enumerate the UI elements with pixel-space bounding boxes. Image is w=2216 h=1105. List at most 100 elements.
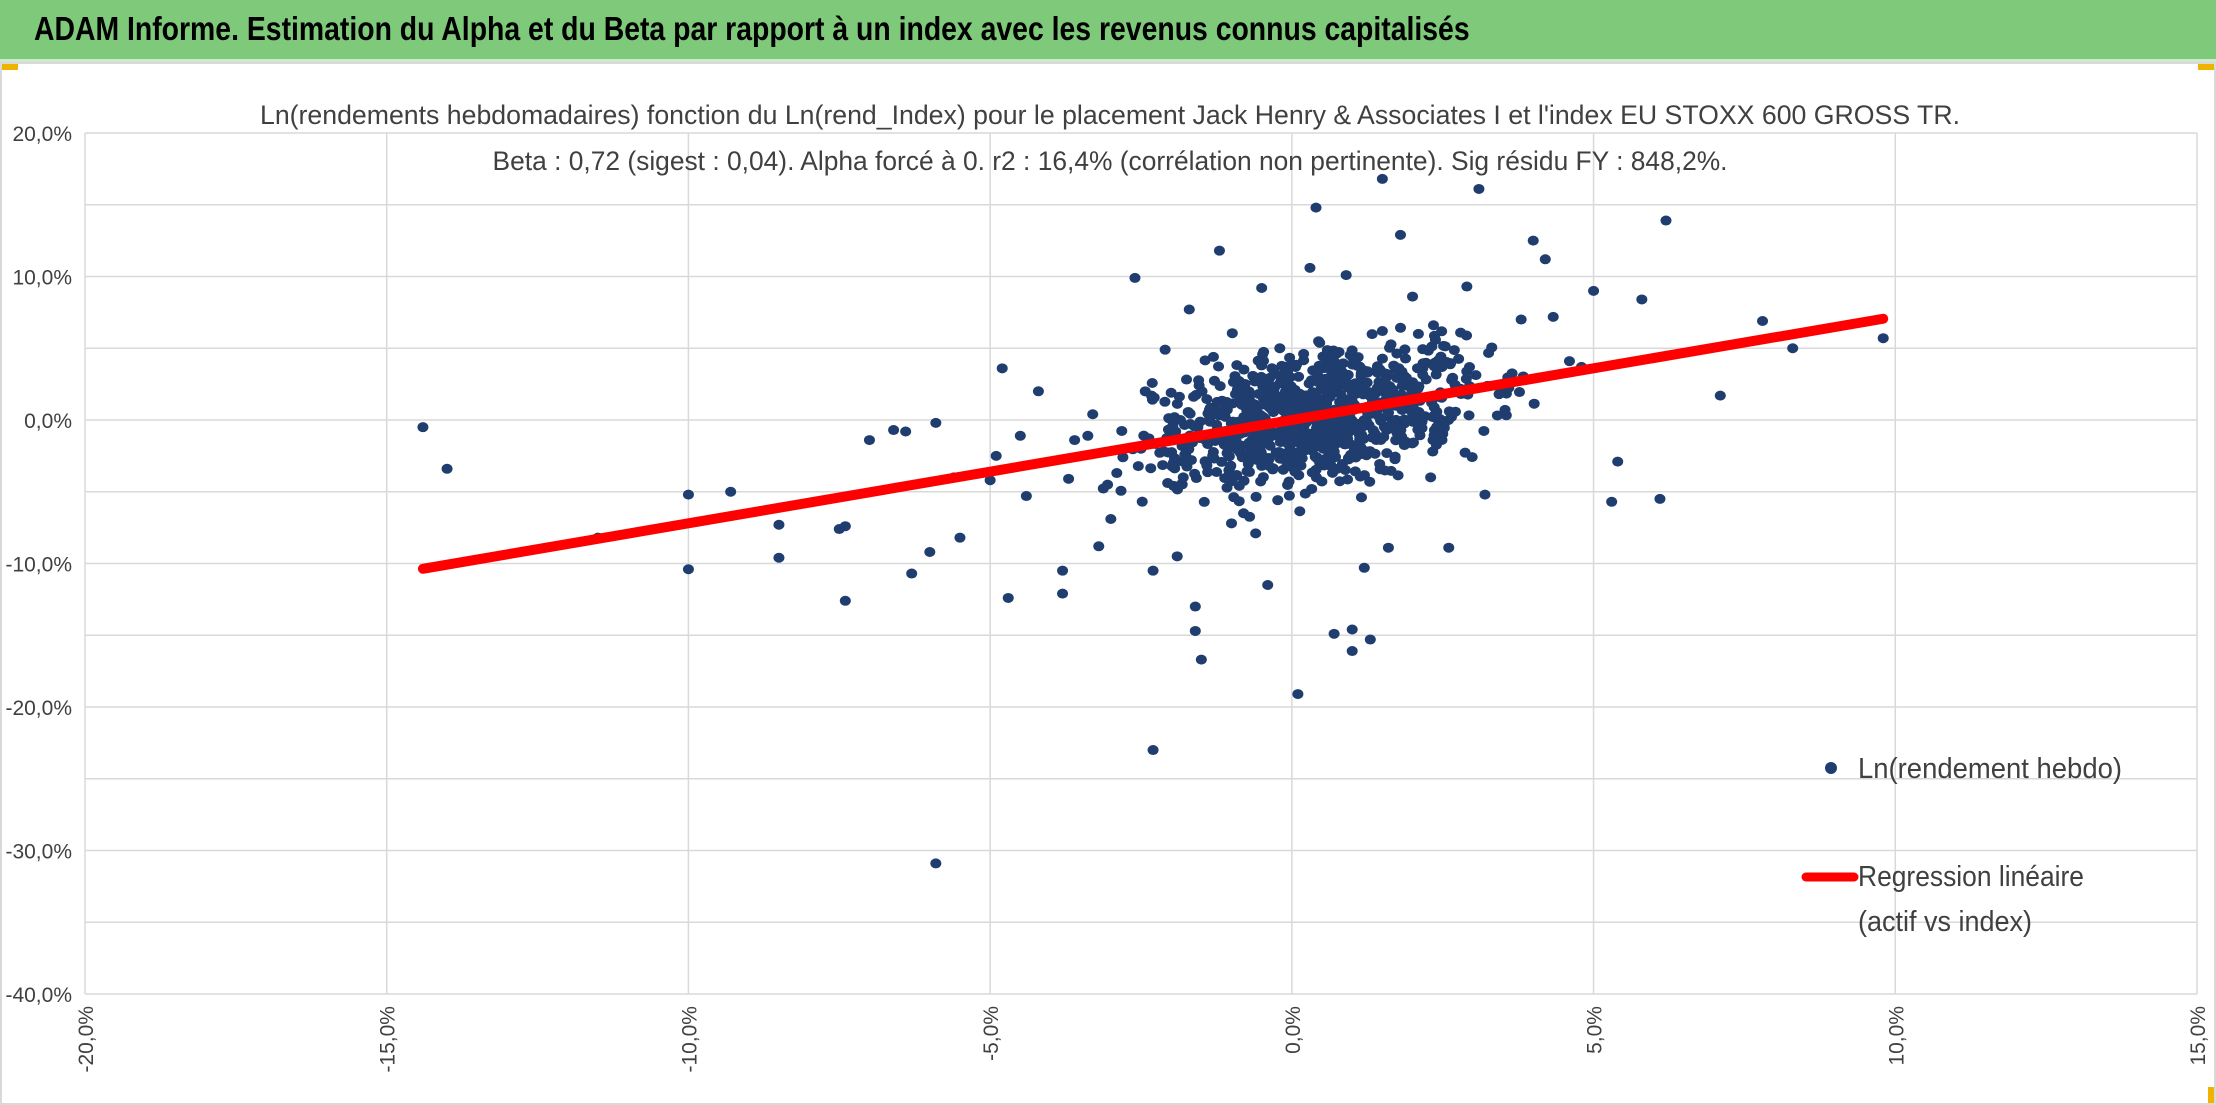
data-point: [1264, 372, 1276, 383]
data-point: [1063, 473, 1075, 484]
data-point: [1757, 315, 1769, 326]
data-point: [1282, 479, 1294, 490]
data-point: [1346, 646, 1358, 657]
data-point: [1147, 745, 1159, 756]
data-point: [725, 486, 737, 497]
data-point: [1513, 387, 1525, 398]
data-point: [1394, 372, 1406, 383]
data-point: [1407, 291, 1419, 302]
data-point: [1425, 472, 1437, 483]
data-point: [1207, 447, 1219, 458]
data-point: [1357, 448, 1369, 459]
data-point: [1105, 514, 1117, 525]
data-point: [1163, 413, 1175, 424]
data-point: [1461, 281, 1473, 292]
data-point: [1146, 378, 1158, 389]
data-point: [1199, 355, 1211, 366]
data-point: [1376, 173, 1388, 184]
data-point: [1491, 410, 1503, 421]
data-point: [1431, 422, 1443, 433]
data-point: [1270, 447, 1282, 458]
data-point: [1284, 352, 1296, 363]
data-point: [1376, 353, 1388, 364]
data-point: [1171, 398, 1183, 409]
data-point: [1328, 628, 1340, 639]
data-point: [1427, 320, 1439, 331]
data-point: [1311, 453, 1323, 464]
data-point: [1362, 367, 1374, 378]
data-point: [1547, 311, 1559, 322]
data-point: [1014, 430, 1026, 441]
data-point: [1429, 409, 1441, 420]
data-point: [1117, 452, 1129, 463]
data-point: [1392, 470, 1404, 481]
data-point: [1274, 343, 1286, 354]
data-point: [1231, 469, 1243, 480]
data-point: [1253, 430, 1265, 441]
data-point: [1528, 398, 1540, 409]
data-point: [1654, 493, 1666, 504]
data-point: [1293, 371, 1305, 382]
data-point: [1412, 328, 1424, 339]
y-tick-label: 0,0%: [24, 410, 72, 433]
data-point: [1157, 460, 1169, 471]
data-point: [1247, 370, 1259, 381]
data-point: [1227, 416, 1239, 427]
data-point: [1167, 457, 1179, 468]
data-point: [1183, 304, 1195, 315]
data-point: [1275, 373, 1287, 384]
data-point: [888, 425, 900, 436]
data-point: [1410, 413, 1422, 424]
data-point: [1340, 270, 1352, 281]
data-point: [1337, 358, 1349, 369]
data-point: [1384, 342, 1396, 353]
data-point: [1612, 456, 1624, 467]
chart-subtitle: Beta : 0,72 (sigest : 0,04). Alpha forcé…: [493, 146, 1728, 176]
data-point: [1493, 389, 1505, 400]
data-point: [1196, 386, 1208, 397]
data-point: [1189, 468, 1201, 479]
data-point: [1233, 480, 1245, 491]
data-point: [1354, 434, 1366, 445]
data-point: [839, 521, 851, 532]
data-point: [1354, 361, 1366, 372]
corner-accent-right: [2198, 62, 2216, 70]
data-point: [1588, 285, 1600, 296]
data-point: [1428, 359, 1440, 370]
data-point: [1304, 262, 1316, 273]
chart-frame: [0, 62, 2216, 1105]
data-point: [1207, 351, 1219, 362]
data-point: [1189, 421, 1201, 432]
data-point: [1237, 399, 1249, 410]
data-point: [1382, 407, 1394, 418]
data-point: [1116, 425, 1128, 436]
data-point: [417, 422, 429, 433]
data-point: [1257, 451, 1269, 462]
data-point: [1287, 437, 1299, 448]
data-point: [1435, 351, 1447, 362]
data-point: [1159, 344, 1171, 355]
data-point: [1316, 476, 1328, 487]
data-point: [1342, 474, 1354, 485]
data-point: [1249, 448, 1261, 459]
data-point: [1384, 420, 1396, 431]
data-point: [1382, 542, 1394, 553]
data-point: [1436, 434, 1448, 445]
data-point: [1333, 346, 1345, 357]
data-point: [1295, 431, 1307, 442]
data-point: [930, 417, 942, 428]
data-point: [1327, 416, 1339, 427]
data-point: [1211, 467, 1223, 478]
regression-line: [417, 313, 1889, 574]
data-point: [1394, 322, 1406, 333]
data-point: [1250, 528, 1262, 539]
data-point: [1322, 352, 1334, 363]
data-point: [930, 858, 942, 869]
data-point: [1216, 456, 1228, 467]
data-point: [1486, 342, 1498, 353]
data-point: [1445, 358, 1457, 369]
data-point: [1115, 485, 1127, 496]
data-point: [1331, 428, 1343, 439]
data-point: [1233, 496, 1245, 507]
data-point: [1470, 370, 1482, 381]
